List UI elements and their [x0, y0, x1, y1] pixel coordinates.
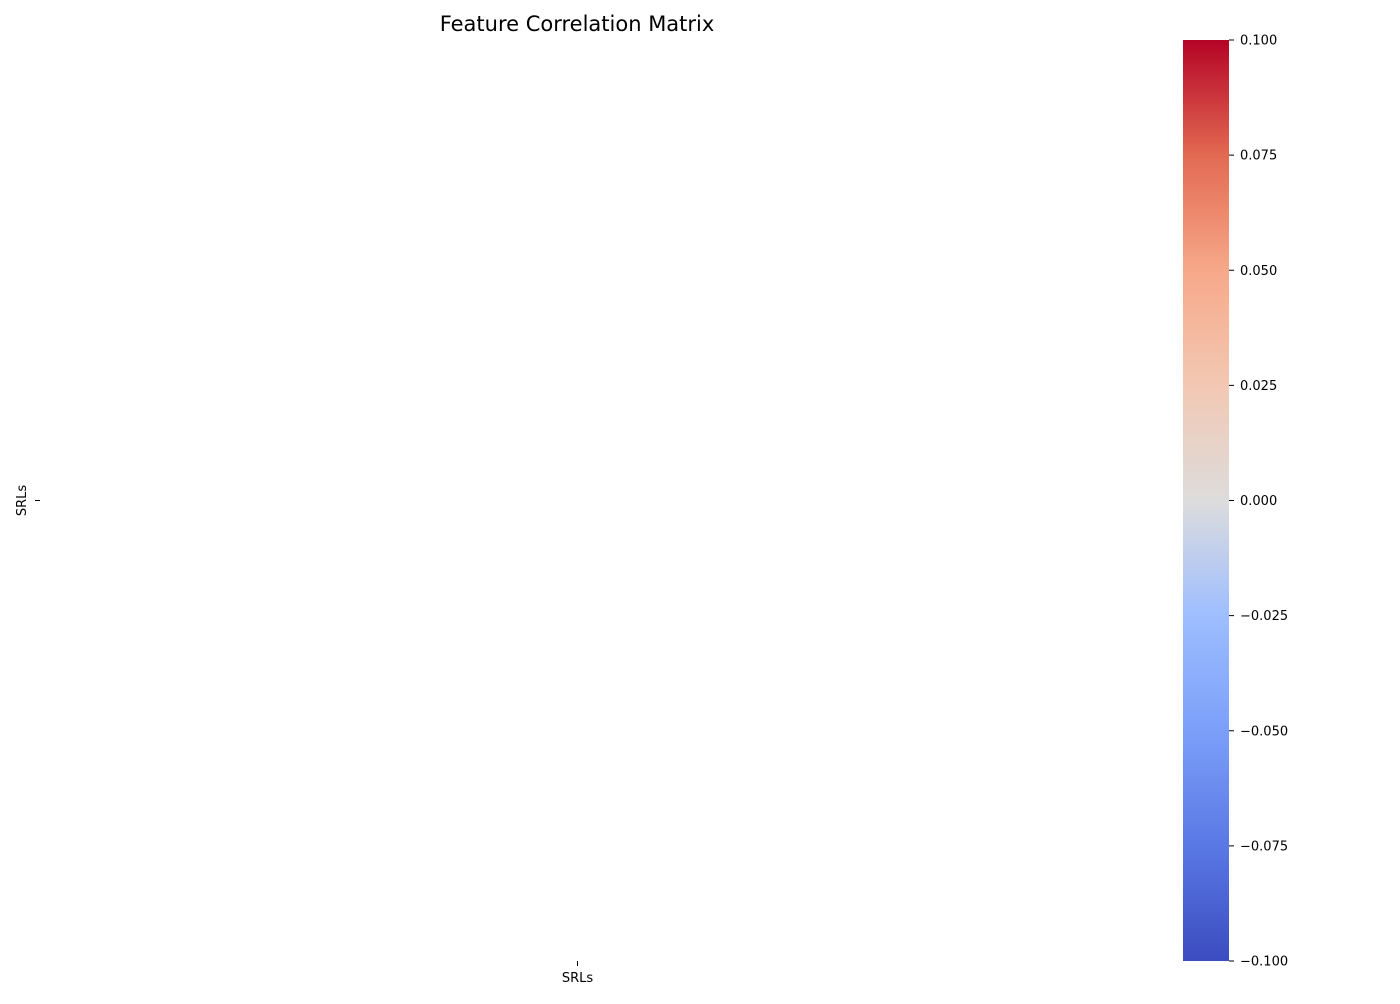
x-axis: SRLs: [562, 961, 594, 986]
colorbar-tick-label: 0.000: [1240, 494, 1277, 509]
y-tick-label: SRLs: [15, 485, 30, 517]
heatmap-area: [40, 40, 1115, 961]
colorbar-tick-label: 0.050: [1240, 264, 1277, 279]
colorbar-tick-label: −0.100: [1240, 955, 1288, 970]
colorbar: [1183, 40, 1229, 961]
chart-title: Feature Correlation Matrix: [440, 12, 715, 36]
colorbar-tick-label: −0.075: [1240, 839, 1288, 854]
colorbar-tick-label: 0.075: [1240, 149, 1277, 164]
colorbar-tick-label: −0.025: [1240, 609, 1288, 624]
heatmap-cell: [40, 40, 1115, 961]
y-axis: SRLs: [15, 485, 40, 517]
colorbar-tick-label: 0.100: [1240, 34, 1277, 49]
colorbar-ticks: 0.100 0.075 0.050 0.025 0.000 −0.025 −0.050 −0.…: [1229, 34, 1288, 970]
colorbar-tick-label: 0.025: [1240, 379, 1277, 394]
x-tick-label: SRLs: [562, 971, 594, 986]
colorbar-tick-label: −0.050: [1240, 724, 1288, 739]
